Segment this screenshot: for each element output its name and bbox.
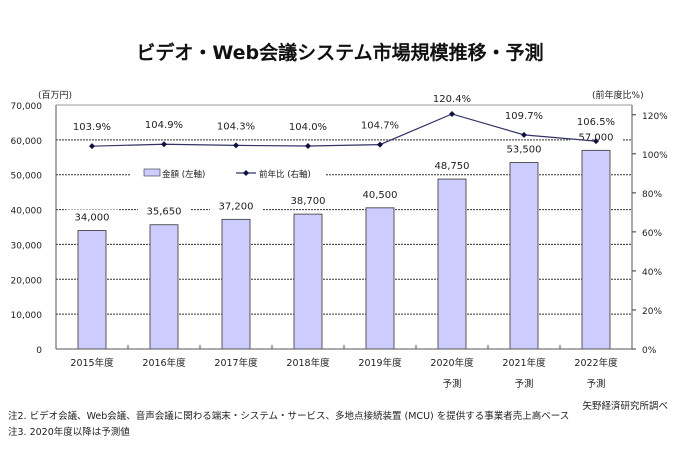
- bar: [437, 178, 467, 350]
- data-label-bg: [354, 117, 406, 133]
- note-2: 注2. ビデオ会議、Web会議、音声会議に関わる端末・システム・サービス、多地点…: [8, 411, 570, 422]
- right-axis-label: (前年度比%): [592, 89, 644, 101]
- bar: [293, 213, 323, 350]
- data-label-bg: [426, 158, 478, 174]
- legend-line-label: 前年比 (右軸): [259, 169, 311, 180]
- x-tick-label: 2016年度: [142, 357, 186, 369]
- x-tick-label: 2017年度: [214, 357, 258, 369]
- legend-line-marker: [243, 170, 249, 176]
- data-label-bg: [66, 119, 118, 134]
- data-label-bg: [498, 107, 550, 123]
- data-label-bg: [498, 141, 550, 157]
- ratio-marker: [377, 141, 383, 148]
- left-tick-label: 40,000: [11, 207, 43, 217]
- right-tick-label: 20%: [642, 307, 662, 317]
- bar-value-label: 38,700: [291, 196, 326, 207]
- ratio-marker: [89, 143, 95, 150]
- left-tick-label: 60,000: [11, 137, 43, 147]
- ratio-marker: [233, 142, 239, 149]
- bar: [509, 162, 539, 350]
- x-tick-label: 2020年度: [430, 357, 474, 369]
- data-label-bg: [426, 90, 478, 106]
- bar-value-label: 53,500: [507, 145, 542, 156]
- left-tick-label: 70,000: [11, 102, 43, 112]
- line-value-label: 120.4%: [433, 94, 471, 105]
- bar: [365, 207, 395, 350]
- x-tick-label: 2018年度: [286, 357, 330, 369]
- note-3: 注3. 2020年度以降は予測値: [8, 427, 130, 438]
- left-axis-label: (百万円): [38, 90, 72, 101]
- x-tick-label: 2015年度: [70, 357, 114, 369]
- bar-value-label: 40,500: [363, 190, 398, 201]
- ratio-marker: [449, 110, 455, 117]
- data-label-bg: [66, 209, 118, 225]
- bar: [221, 218, 251, 350]
- legend-bar-swatch: [143, 168, 161, 177]
- left-tick-label: 30,000: [11, 241, 43, 251]
- line-value-label: 104.3%: [217, 121, 255, 132]
- bar-value-label: 35,650: [147, 207, 182, 218]
- line-value-label: 109.7%: [505, 111, 543, 122]
- x-tick-label: 2022年度: [574, 357, 618, 369]
- bar-value-label: 37,200: [219, 201, 254, 212]
- left-tick-label: 0: [36, 346, 42, 356]
- ratio-line: [91, 113, 597, 147]
- data-label-bg: [138, 203, 190, 219]
- line-value-label: 106.5%: [577, 117, 615, 128]
- bar: [581, 149, 611, 350]
- bar: [149, 224, 179, 350]
- x-tick-label: 2021年度: [502, 357, 546, 369]
- x-tick-sublabel: 予測: [514, 378, 533, 390]
- bar: [77, 230, 107, 350]
- data-label-bg: [138, 117, 190, 133]
- right-tick-label: 80%: [642, 190, 662, 200]
- x-tick-sublabel: 予測: [586, 378, 605, 390]
- ratio-marker: [305, 142, 311, 149]
- data-label-bg: [354, 186, 406, 202]
- data-label-bg: [210, 118, 262, 134]
- bar-value-label: 34,000: [75, 212, 110, 223]
- ratio-marker: [161, 141, 167, 148]
- line-value-label: 104.9%: [145, 120, 183, 131]
- right-tick-label: 60%: [642, 229, 662, 239]
- left-tick-label: 20,000: [11, 276, 43, 286]
- right-tick-label: 0%: [642, 346, 657, 356]
- ratio-marker: [593, 138, 599, 145]
- data-label-bg: [282, 193, 334, 209]
- bar-value-label: 48,750: [435, 161, 470, 172]
- x-tick-label: 2019年度: [358, 357, 402, 369]
- x-tick-sublabel: 予測: [442, 378, 461, 390]
- line-value-label: 104.7%: [361, 121, 399, 132]
- data-label-bg: [210, 198, 262, 214]
- right-tick-label: 40%: [642, 268, 662, 278]
- ratio-marker: [521, 131, 527, 138]
- data-label-bg: [570, 114, 622, 130]
- data-label-bg: [282, 118, 334, 134]
- bar-value-label: 57,000: [579, 132, 614, 143]
- line-value-label: 104.0%: [289, 122, 327, 133]
- right-tick-label: 120%: [642, 112, 668, 122]
- source-note: 矢野経済研究所調べ: [582, 401, 668, 412]
- right-tick-label: 100%: [642, 151, 668, 161]
- legend-bg: [130, 164, 325, 182]
- left-tick-label: 50,000: [11, 172, 43, 182]
- left-tick-label: 10,000: [11, 311, 43, 321]
- legend-bar-label: 金額 (左軸): [162, 169, 205, 180]
- chart-title: ビデオ・Web会議システム市場規模推移・予測: [136, 42, 544, 64]
- line-value-label: 103.9%: [73, 122, 111, 133]
